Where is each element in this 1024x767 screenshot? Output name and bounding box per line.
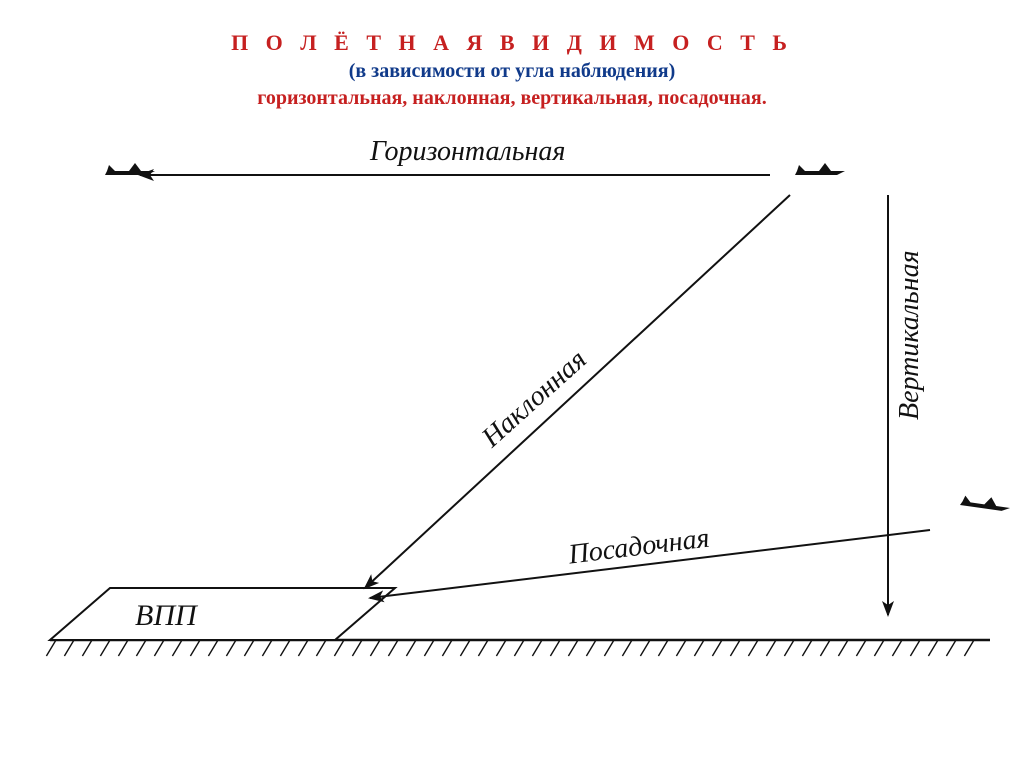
visibility-diagram: ВПП Горизонтальная Вертикальная Наклонна… [0,0,1024,767]
aircraft-top-left-icon [105,163,155,175]
inclined-arrow [365,195,790,588]
aircraft-right-low-icon [960,493,1011,512]
aircraft-top-right-icon [795,163,845,175]
inclined-label: Наклонная [475,344,593,454]
horizontal-label: Горизонтальная [369,136,565,167]
runway-label: ВПП [135,599,199,632]
runway-shape [50,588,395,640]
landing-label: Посадочная [566,523,711,571]
vertical-label: Вертикальная [894,250,925,420]
ground-hatch [46,640,974,656]
